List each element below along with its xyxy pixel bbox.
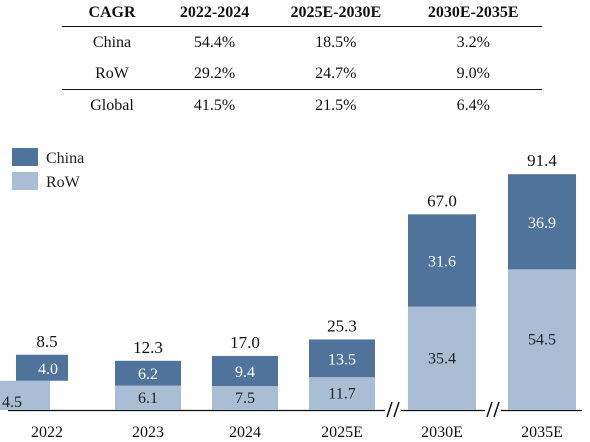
label-china-2024: 9.4 <box>235 364 255 381</box>
bar-china-2022 <box>16 354 68 381</box>
table-cell: 54.4% <box>193 33 236 51</box>
total-label-2023: 12.3 <box>133 338 163 357</box>
category-label-2030E: 2030E <box>421 424 463 441</box>
total-label-2030E: 67.0 <box>427 191 457 210</box>
table-row-row: RoW 29.2% 24.7% 9.0% <box>62 58 542 90</box>
bar-row-2030E <box>408 306 476 410</box>
row-label: China <box>92 33 132 51</box>
table-cell: 21.5% <box>267 89 405 121</box>
label-row-2025E: 11.7 <box>328 386 355 403</box>
table-cell: 3.2% <box>456 33 490 51</box>
bar-china-2024 <box>212 355 278 386</box>
legend-label-china: China <box>46 150 84 167</box>
total-label-2024: 17.0 <box>230 333 260 352</box>
category-label-2022: 2022 <box>31 424 63 441</box>
bar-row-2023 <box>115 385 181 410</box>
label-row-2030E: 35.4 <box>428 350 456 367</box>
category-label-2023: 2023 <box>132 424 164 441</box>
table-cell: 9.0% <box>456 64 490 82</box>
table-cell: 6.4% <box>404 89 542 121</box>
bar-china-2023 <box>115 360 181 386</box>
category-label-2024: 2024 <box>229 424 261 441</box>
axis-break-mark <box>393 401 400 418</box>
legend-swatch-china <box>12 148 38 166</box>
header-2030e-2035e: 2030E-2035E <box>404 0 542 27</box>
label-row-2024: 7.5 <box>235 390 255 407</box>
cagr-table: CAGR 2022-2024 2025E-2030E 2030E-2035E C… <box>62 0 542 121</box>
axis-break-mark <box>493 401 500 418</box>
label-china-2022: 4.0 <box>38 361 58 378</box>
table-cell: 24.7% <box>315 64 357 82</box>
table-cell: 18.5% <box>315 33 357 51</box>
label-china-2025E: 13.5 <box>328 351 356 368</box>
bar-row-2035E <box>508 269 576 410</box>
bar-row-2025E <box>309 377 375 410</box>
axis-break-mark <box>386 401 393 418</box>
row-label: RoW <box>95 64 129 82</box>
label-china-2030E: 31.6 <box>428 253 456 270</box>
total-label-2025E: 25.3 <box>327 316 357 335</box>
table-cell: 41.5% <box>162 89 268 121</box>
axis-break-mark <box>486 401 493 418</box>
legend-label-row: RoW <box>46 174 81 191</box>
label-china-2035E: 36.9 <box>528 215 556 232</box>
header-2025e-2030e: 2025E-2030E <box>267 0 405 27</box>
bar-china-2030E <box>408 214 476 307</box>
legend-swatch-row <box>12 172 38 190</box>
header-2022-2024: 2022-2024 <box>162 0 268 27</box>
bar-china-2035E <box>508 174 576 270</box>
bar-row-2022 <box>0 380 50 410</box>
table-cell: 29.2% <box>193 64 236 82</box>
table-header-row: CAGR 2022-2024 2025E-2030E 2030E-2035E <box>62 0 542 27</box>
label-china-2023: 6.2 <box>138 366 158 383</box>
table-row-global: Global 41.5% 21.5% 6.4% <box>62 89 542 121</box>
label-row-2023: 6.1 <box>138 390 158 407</box>
table-row-china: China 54.4% 18.5% 3.2% <box>62 27 542 59</box>
label-row-2022: 4.5 <box>2 394 22 411</box>
total-label-2022: 8.5 <box>36 332 57 351</box>
category-label-2025E: 2025E <box>321 424 363 441</box>
label-row-2035E: 54.5 <box>528 332 556 349</box>
total-label-2035E: 91.4 <box>527 151 557 170</box>
category-label-2035E: 2035E <box>521 424 563 441</box>
bar-row-2024 <box>212 386 278 410</box>
row-label: Global <box>62 89 162 121</box>
header-cagr: CAGR <box>62 0 162 27</box>
bar-china-2025E <box>309 339 375 378</box>
